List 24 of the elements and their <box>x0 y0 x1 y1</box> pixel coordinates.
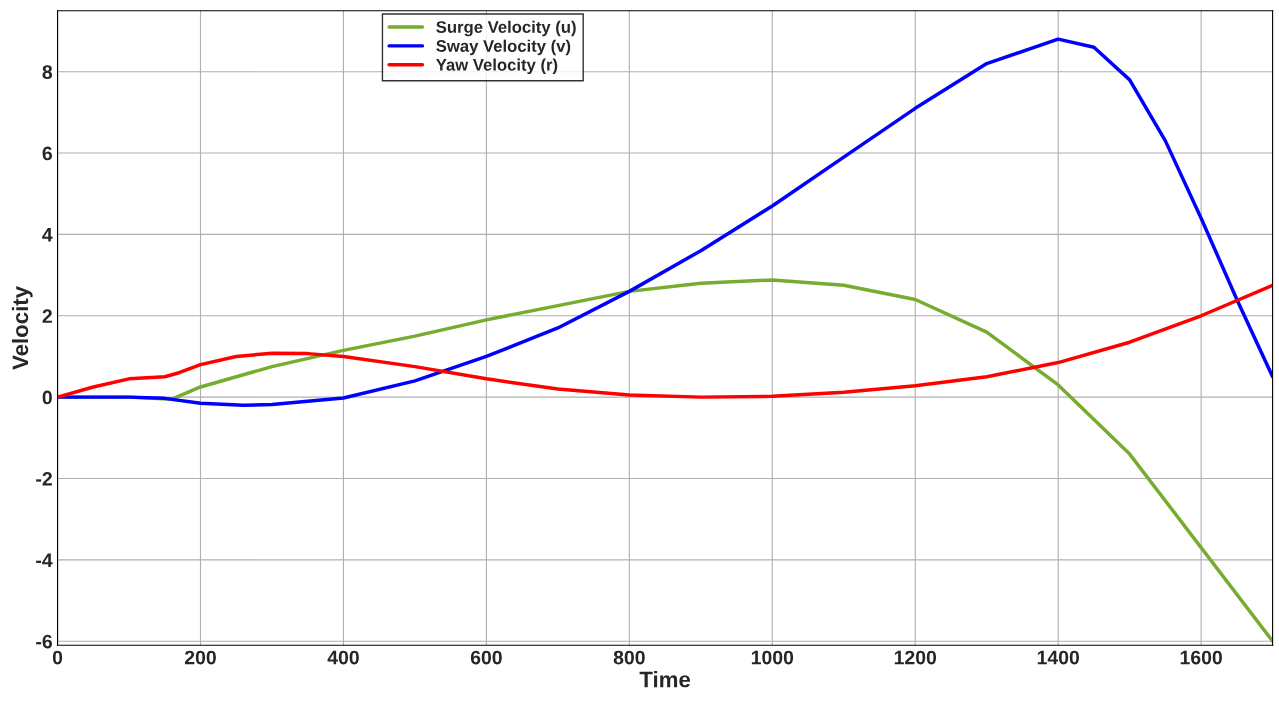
x-tick-label: 0 <box>52 650 63 665</box>
line-series <box>57 37 1273 408</box>
y-tick-label: -2 <box>36 471 52 486</box>
x-tick-label: 1000 <box>751 650 794 665</box>
y-tick-label: -4 <box>36 553 53 567</box>
y-tick-label: -6 <box>36 634 52 649</box>
x-tick-label: 200 <box>184 650 216 665</box>
y-tick-label: 2 <box>42 309 52 323</box>
x-tick-label: 1200 <box>894 650 937 665</box>
x-tick-label: 1400 <box>1037 650 1080 665</box>
y-tick-label: 4 <box>42 228 53 242</box>
y-tick-label: 0 <box>42 390 52 405</box>
legend-label: Sway Velocity (v) <box>436 39 571 56</box>
legend-label: Surge Velocity (u) <box>436 20 576 37</box>
y-tick-label: 6 <box>42 146 52 161</box>
line-series <box>57 283 1273 399</box>
y-axis-title: Velocity <box>11 286 33 370</box>
x-tick-label: 1600 <box>1180 650 1222 665</box>
y-tick-label: 8 <box>42 65 53 79</box>
legend-label: Yaw Velocity (r) <box>436 58 558 75</box>
x-tick-label: 600 <box>470 650 502 665</box>
x-axis-title: Time <box>639 671 691 688</box>
x-tick-label: 400 <box>327 650 359 665</box>
x-tick-label: 800 <box>613 650 645 665</box>
